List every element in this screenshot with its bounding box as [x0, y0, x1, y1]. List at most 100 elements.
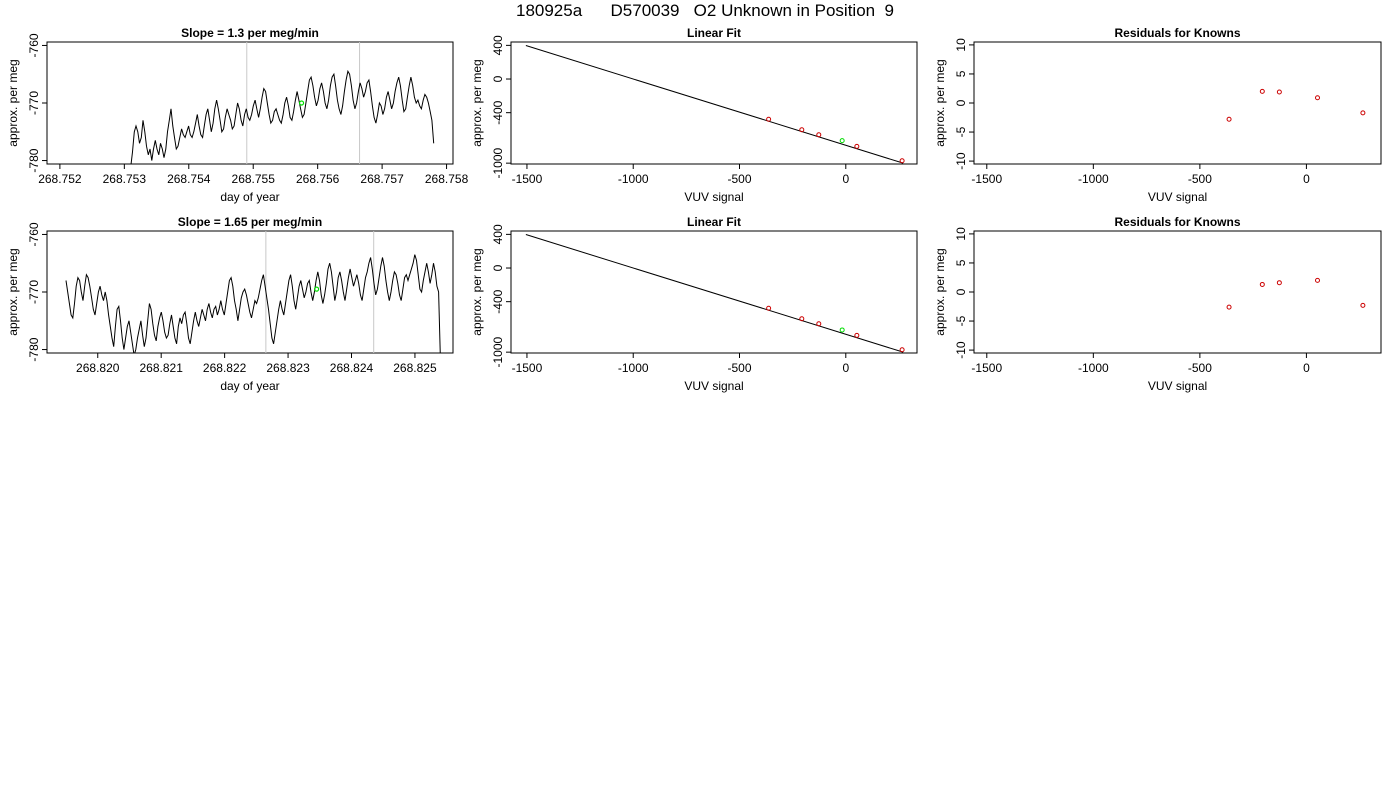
fit-line [525, 234, 904, 353]
plot-frame [973, 230, 1382, 354]
data-point [1360, 110, 1366, 116]
x-tick-label: 268.823 [266, 361, 310, 375]
data-point [1226, 116, 1232, 122]
y-tick-label: 400 [491, 224, 505, 244]
chart-title: Linear Fit [687, 215, 741, 229]
plot-area [65, 231, 441, 353]
y-tick-label: -770 [27, 280, 41, 304]
x-axis-label: VUV signal [1148, 379, 1207, 393]
x-tick-label: 268.757 [360, 172, 404, 186]
plot-frame [46, 230, 454, 354]
x-tick-label: 268.825 [393, 361, 437, 375]
x-tick-label: -1000 [1078, 361, 1109, 375]
plot-frame [510, 41, 918, 165]
y-tick-label: -780 [27, 337, 41, 361]
x-axis-label: VUV signal [684, 190, 743, 204]
x-tick-label: 268.824 [330, 361, 374, 375]
y-tick-label: -770 [27, 91, 41, 115]
y-tick-label: -10 [954, 341, 968, 359]
data-point [766, 305, 772, 311]
x-tick-label: 268.822 [203, 361, 247, 375]
y-tick-label: -5 [954, 315, 968, 326]
page-title: 180925a D570039 O2 Unknown in Position 9 [515, 1, 895, 20]
x-tick-label: 268.758 [425, 172, 469, 186]
highlight-point [314, 286, 320, 292]
data-point [1314, 277, 1320, 283]
data-point [799, 127, 805, 133]
data-point [1259, 281, 1265, 287]
x-axis-label: VUV signal [1148, 190, 1207, 204]
x-tick-label: -1500 [512, 172, 543, 186]
data-point [1276, 89, 1282, 95]
y-axis-label: approx. per meg [470, 248, 484, 335]
plot-area [1226, 88, 1366, 122]
chart-title: Residuals for Knowns [1114, 215, 1240, 229]
x-tick-label: 268.820 [76, 361, 120, 375]
y-axis-label: approx. per meg [6, 248, 20, 335]
plot-area [525, 45, 905, 164]
plot-area [130, 42, 435, 164]
y-tick-label: -1000 [491, 336, 505, 367]
y-tick-label: -760 [27, 222, 41, 246]
plot-area [525, 234, 905, 353]
y-tick-label: -780 [27, 148, 41, 172]
x-axis-label: day of year [220, 190, 279, 204]
y-tick-label: 10 [954, 227, 968, 241]
y-tick-label: -5 [954, 126, 968, 137]
x-tick-label: 268.752 [38, 172, 82, 186]
data-point [799, 316, 805, 322]
y-axis-label: approx. per meg [933, 59, 947, 146]
x-tick-label: 0 [842, 361, 849, 375]
x-tick-label: 0 [1303, 361, 1310, 375]
x-tick-label: 268.754 [167, 172, 211, 186]
x-axis-label: VUV signal [684, 379, 743, 393]
x-tick-label: -1000 [1078, 172, 1109, 186]
data-point [766, 116, 772, 122]
y-tick-label: -760 [27, 33, 41, 57]
data-point [1360, 302, 1366, 308]
x-tick-label: 268.753 [103, 172, 147, 186]
chart-title: Slope = 1.3 per meg/min [181, 26, 319, 40]
y-tick-label: 0 [491, 264, 505, 271]
y-tick-label: 0 [954, 288, 968, 295]
y-tick-label: 5 [954, 70, 968, 77]
chart-panel: Slope = 1.65 per meg/min day of year appro… [6, 215, 454, 393]
x-tick-label: -1000 [618, 361, 649, 375]
chart-title: Slope = 1.65 per meg/min [178, 215, 322, 229]
x-tick-label: -500 [1188, 361, 1212, 375]
y-tick-label: -400 [491, 100, 505, 124]
x-tick-label: 0 [842, 172, 849, 186]
y-axis-label: approx. per meg [6, 59, 20, 146]
y-tick-label: 0 [954, 99, 968, 106]
plot-frame [46, 41, 454, 165]
chart-title: Residuals for Knowns [1114, 26, 1240, 40]
data-point [854, 332, 860, 338]
x-tick-label: -1500 [971, 172, 1002, 186]
data-point [854, 143, 860, 149]
highlight-point [298, 100, 305, 106]
data-point [899, 347, 905, 353]
plot-frame [510, 230, 918, 354]
y-axis-label: approx. per meg [933, 248, 947, 335]
y-tick-label: -10 [954, 152, 968, 170]
x-tick-label: -1500 [971, 361, 1002, 375]
data-point [1226, 304, 1232, 310]
x-tick-label: -500 [727, 172, 751, 186]
data-point [839, 327, 845, 333]
fit-line [525, 45, 904, 164]
y-tick-label: -400 [491, 289, 505, 313]
y-tick-label: 400 [491, 35, 505, 55]
x-tick-label: -1000 [618, 172, 649, 186]
data-point [1276, 280, 1282, 286]
data-point [899, 158, 905, 164]
data-series-line [130, 69, 435, 164]
x-tick-label: 268.821 [139, 361, 183, 375]
x-tick-label: -500 [727, 361, 751, 375]
y-tick-label: -1000 [491, 147, 505, 178]
x-tick-label: 0 [1303, 172, 1310, 186]
chart-panel: Residuals for Knowns VUV signal approx. pe… [933, 26, 1382, 204]
x-tick-label: 268.755 [232, 172, 276, 186]
y-tick-label: 10 [954, 38, 968, 52]
data-series-line [65, 254, 441, 353]
